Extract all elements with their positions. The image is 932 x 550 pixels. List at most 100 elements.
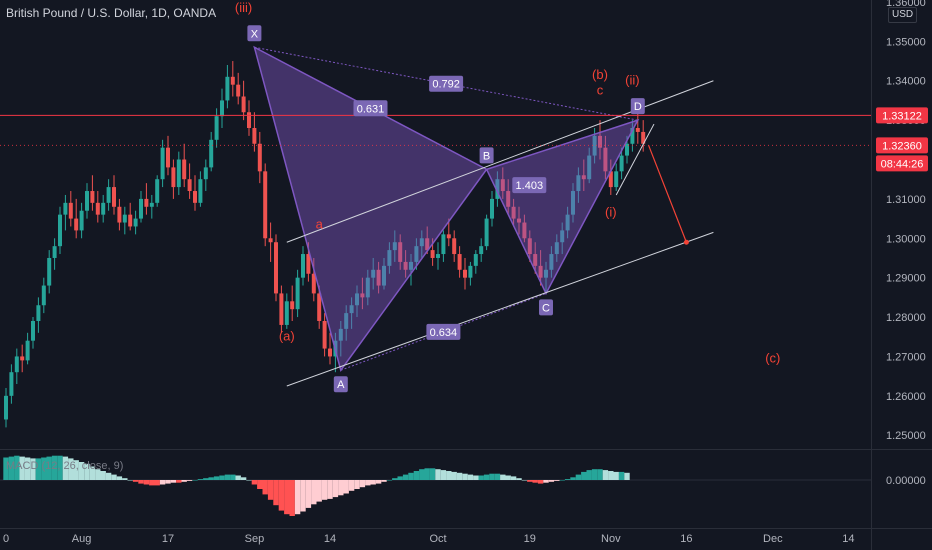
macd-bar — [224, 474, 231, 480]
candle — [463, 257, 467, 290]
candle-body — [155, 179, 160, 203]
macd-bar — [548, 480, 555, 482]
macd-bar — [105, 472, 112, 480]
candle-body — [549, 254, 554, 270]
ratio-badge — [353, 100, 388, 117]
candle — [641, 120, 646, 152]
macd-indicator-title[interactable]: MACD (12, 26, close, 9) — [6, 460, 124, 472]
candle-body — [166, 147, 170, 168]
candle-body — [371, 269, 376, 278]
macd-bar — [591, 469, 598, 480]
projection-arrow-head — [683, 239, 689, 245]
candle — [392, 230, 397, 262]
macd-bar — [219, 475, 225, 480]
candle — [446, 218, 451, 247]
candle — [436, 242, 440, 270]
candle-body — [419, 238, 424, 247]
candle-body — [257, 143, 262, 172]
candle-body — [301, 254, 305, 278]
pattern-point-badge — [479, 147, 494, 164]
candle-body — [414, 246, 419, 262]
macd-bar — [543, 480, 549, 483]
macd-bar — [170, 480, 177, 483]
macd-bar — [462, 473, 468, 480]
candle — [128, 202, 133, 231]
macd-bar — [343, 480, 349, 494]
candle — [263, 163, 268, 247]
macd-bar — [278, 480, 285, 511]
candle — [490, 191, 494, 227]
candle — [371, 257, 376, 290]
macd-bar — [289, 480, 295, 516]
pane-divider[interactable] — [0, 449, 932, 450]
candle-body — [214, 116, 219, 140]
macd-bar — [251, 480, 258, 485]
macd-bar — [127, 480, 133, 481]
candle — [317, 285, 322, 329]
wave-annotation: (ii) — [625, 73, 639, 88]
candle-body — [20, 356, 25, 361]
price-axis[interactable] — [871, 0, 932, 528]
candle — [544, 261, 548, 294]
candle — [495, 171, 500, 207]
macd-bar — [273, 480, 279, 506]
candle-body — [52, 246, 57, 258]
wave-annotation: (iii) — [235, 0, 252, 15]
currency-badge[interactable]: USD — [888, 7, 918, 23]
macd-bar — [305, 480, 312, 508]
candle-body — [349, 305, 354, 314]
candle — [608, 159, 613, 195]
candle-body — [506, 191, 511, 207]
candle-body — [263, 171, 268, 239]
candle — [225, 64, 230, 109]
candle — [419, 230, 424, 258]
macd-bar — [235, 475, 241, 480]
candle-body — [31, 320, 35, 341]
candle — [106, 179, 111, 211]
pattern-point-badge — [539, 299, 553, 316]
candle-body — [619, 155, 624, 172]
macd-bar — [14, 455, 20, 480]
candle — [403, 250, 408, 278]
candle — [301, 246, 305, 286]
candle-body — [252, 128, 257, 144]
candle — [484, 214, 489, 251]
ratio-label: 0.631 — [357, 103, 385, 115]
macd-bar — [500, 474, 506, 480]
wave-annotation: (i) — [605, 205, 617, 220]
candle-body — [522, 222, 527, 239]
wave-annotation: c — [597, 83, 604, 98]
macd-bar — [532, 480, 538, 483]
candle — [517, 206, 521, 235]
candle — [68, 191, 73, 227]
candle — [247, 100, 251, 136]
macd-bar — [246, 480, 252, 481]
macd-bar — [489, 473, 495, 480]
candle — [603, 135, 608, 180]
macd-bar — [402, 474, 409, 480]
candle — [457, 246, 462, 278]
candle-body — [101, 202, 106, 215]
pattern-triangle-bcd — [485, 118, 640, 296]
time-axis[interactable] — [0, 528, 871, 550]
candle-body — [198, 179, 203, 203]
candle-body — [236, 84, 241, 97]
candle-body — [122, 214, 127, 223]
candle-body — [479, 246, 484, 255]
macd-bar — [68, 458, 74, 480]
candle — [506, 179, 511, 215]
candle — [268, 222, 273, 262]
candle-body — [554, 242, 559, 255]
candle-body — [317, 293, 322, 321]
candle — [90, 175, 95, 211]
candle-body — [144, 198, 149, 207]
candle — [538, 250, 543, 286]
candle-body — [565, 214, 570, 231]
candle — [20, 344, 25, 373]
macd-bar — [294, 480, 301, 515]
macd-bar — [408, 472, 414, 480]
candle-body — [538, 265, 543, 278]
macd-bar — [381, 480, 387, 482]
macd-bar — [483, 474, 490, 480]
